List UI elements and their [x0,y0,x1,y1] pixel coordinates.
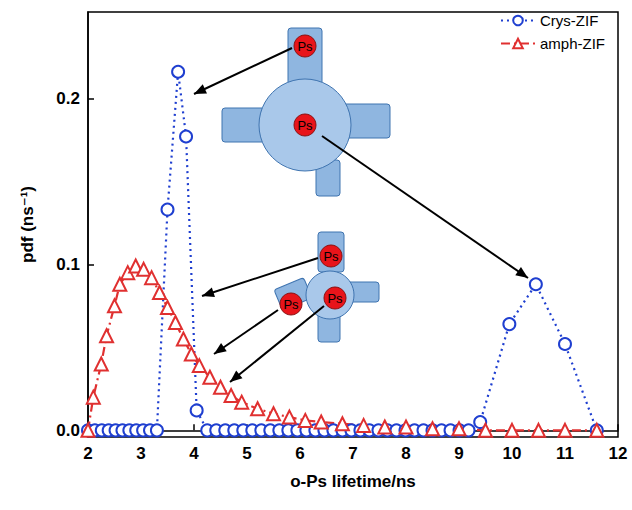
svg-text:6: 6 [295,444,304,463]
svg-text:5: 5 [242,444,251,463]
svg-text:0.0: 0.0 [56,421,80,440]
svg-text:amph-ZIF: amph-ZIF [540,35,605,52]
svg-text:pdf (ns⁻¹): pdf (ns⁻¹) [18,186,37,263]
svg-text:4: 4 [189,444,199,463]
svg-text:7: 7 [348,444,357,463]
svg-text:2: 2 [83,444,92,463]
svg-text:Ps: Ps [327,291,343,306]
svg-text:Crys-ZIF: Crys-ZIF [540,12,598,29]
svg-text:Ps: Ps [283,297,299,312]
svg-text:0.2: 0.2 [56,89,80,108]
svg-text:Ps: Ps [297,39,313,54]
svg-text:10: 10 [503,444,522,463]
svg-text:9: 9 [454,444,463,463]
svg-text:3: 3 [136,444,145,463]
svg-text:Ps: Ps [297,118,313,133]
svg-text:0.1: 0.1 [56,255,80,274]
svg-text:o-Ps lifetime/ns: o-Ps lifetime/ns [290,472,416,491]
svg-text:Ps: Ps [323,249,339,264]
svg-text:8: 8 [401,444,410,463]
svg-text:11: 11 [556,444,574,463]
svg-text:12: 12 [609,444,628,463]
